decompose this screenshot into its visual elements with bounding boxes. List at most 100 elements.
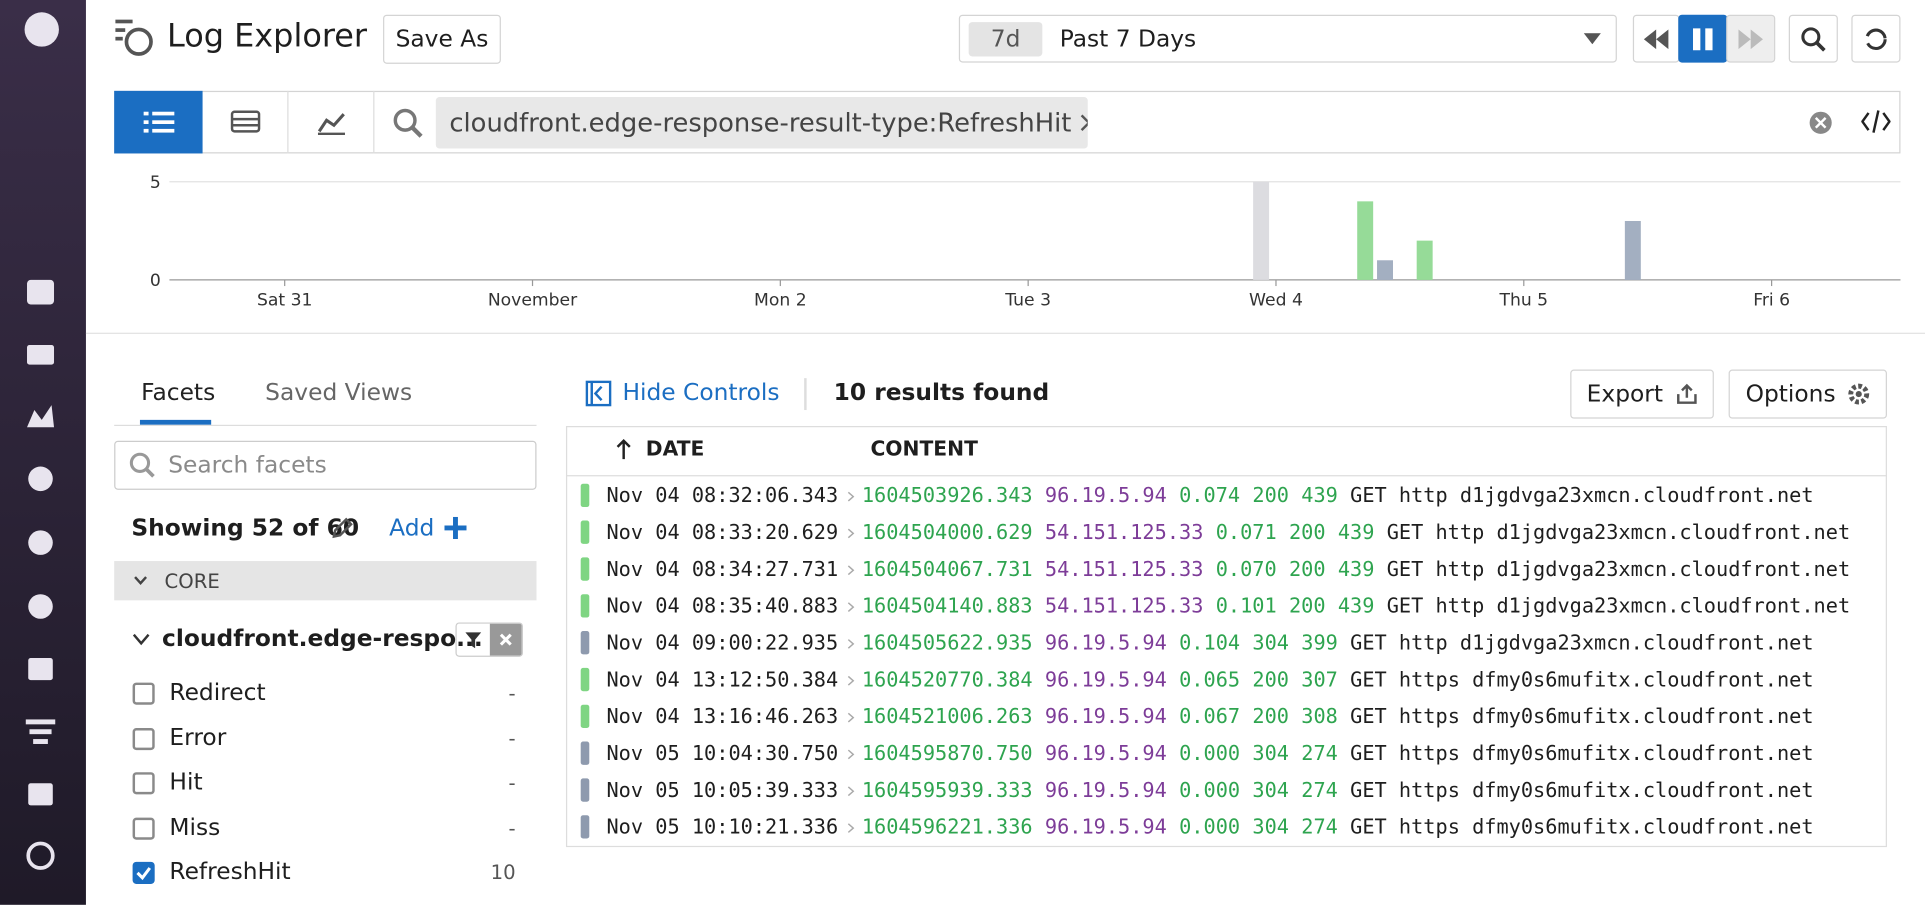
x-tick-label: Fri 6	[1753, 291, 1790, 311]
logo[interactable]	[24, 12, 59, 47]
sort-arrow[interactable]	[615, 438, 632, 460]
column-header[interactable]: CONTENT	[870, 437, 978, 461]
facet-caret[interactable]	[132, 633, 150, 646]
log-row[interactable]: Nov 05 10:10:21.336 1604596221.336 96.19.5…	[566, 809, 1886, 846]
status-indicator	[580, 593, 590, 618]
facet-search[interactable]: Search facets	[114, 440, 537, 490]
hide-controls-icon[interactable]	[585, 380, 612, 407]
checkbox[interactable]	[132, 817, 155, 840]
nav-icon[interactable]	[28, 658, 53, 681]
sidebar	[0, 0, 86, 905]
section-header[interactable]: CORE	[114, 561, 537, 601]
log-row[interactable]: Nov 04 08:32:06.343 1604503926.343 96.19.5…	[566, 476, 1886, 513]
analytics-view-tab[interactable]	[289, 90, 375, 154]
nav-icon[interactable]	[25, 719, 56, 725]
log-content: 1604520770.384 96.19.5.94 0.065 200 307 GET h…	[847, 668, 1886, 691]
log-time-taken: 0.065	[1179, 667, 1241, 692]
log-content: 1604595870.750 96.19.5.94 0.000 304 274 GET h…	[847, 742, 1886, 765]
log-row[interactable]: Nov 04 08:33:20.629 1604504000.629 54.151.…	[566, 513, 1886, 550]
facet-tab[interactable]: Saved Views	[265, 379, 413, 407]
log-content: 1604503926.343 96.19.5.94 0.074 200 439 GET h…	[847, 483, 1886, 506]
checkbox[interactable]	[132, 727, 155, 750]
filter-button[interactable]	[457, 624, 490, 656]
checkbox[interactable]	[132, 862, 155, 885]
nav-icon[interactable]	[28, 594, 53, 619]
options-label: Options	[1745, 380, 1836, 408]
save-as-button[interactable]: Save As	[383, 14, 501, 64]
log-rest: GET https dfmy0s6mufitx.cloudfront.net	[1350, 704, 1814, 729]
log-row[interactable]: Nov 04 08:34:27.731 1604504067.731 54.151.…	[566, 550, 1886, 587]
log-epoch: 1604503926.343	[861, 483, 1033, 507]
nav-icon[interactable]	[26, 841, 55, 870]
section-title: CORE	[164, 569, 220, 593]
log-status: 304	[1252, 741, 1289, 766]
log-status: 200	[1288, 556, 1326, 581]
facet-option[interactable]: Miss	[169, 813, 221, 841]
edit-icon[interactable]	[331, 517, 353, 539]
code-toggle[interactable]	[1861, 108, 1891, 135]
log-time-taken: 0.104	[1179, 630, 1241, 655]
log-row[interactable]: Nov 05 10:04:30.750 1604595870.750 96.19.5…	[566, 735, 1886, 772]
log-date: Nov 04 08:34:27.731	[606, 556, 839, 581]
add-icon[interactable]	[444, 516, 467, 539]
nav-icon[interactable]	[27, 344, 55, 365]
facet-option-count: -	[508, 681, 516, 705]
log-date: Nov 04 08:32:06.343	[606, 483, 839, 507]
status-indicator	[580, 556, 590, 581]
log-time-taken: 0.101	[1215, 593, 1277, 618]
log-row[interactable]: Nov 04 08:35:40.883 1604504140.883 54.151.…	[566, 587, 1886, 624]
nav-icon[interactable]	[28, 466, 53, 492]
nav-icon[interactable]	[28, 783, 53, 806]
facet-option[interactable]: RefreshHit	[169, 858, 291, 886]
facet-tab[interactable]: Facets	[141, 379, 216, 407]
nav-icon[interactable]	[28, 530, 53, 555]
pause-button[interactable]	[1678, 14, 1728, 63]
column-header[interactable]: DATE	[645, 437, 705, 461]
y-tick-label: 0	[150, 271, 161, 291]
nav-icon[interactable]	[29, 729, 52, 735]
log-row[interactable]: Nov 05 10:05:39.333 1604595939.333 96.19.5…	[566, 772, 1886, 809]
chip-remove[interactable]	[1080, 114, 1088, 132]
log-ip: 96.19.5.94	[1044, 483, 1167, 507]
facet-option[interactable]: Error	[169, 723, 227, 751]
options-button[interactable]: Options	[1728, 369, 1887, 419]
log-row[interactable]: Nov 04 13:12:50.384 1604520770.384 96.19.5…	[566, 661, 1886, 698]
facet-option[interactable]: Redirect	[169, 678, 266, 706]
nav-icon[interactable]	[27, 279, 55, 305]
facet-option[interactable]: Hit	[169, 768, 203, 796]
nav-icon[interactable]	[27, 405, 55, 428]
export-button[interactable]: Export	[1570, 369, 1714, 419]
query-text: cloudfront.edge-response-result-type:Ref…	[449, 108, 1072, 138]
clear-search[interactable]	[1808, 110, 1833, 135]
log-date: Nov 04 09:00:22.935	[606, 630, 839, 655]
log-rest: GET http d1jgdvga23xmcn.cloudfront.net	[1386, 520, 1851, 544]
facet-actions	[455, 622, 524, 657]
log-ip: 96.19.5.94	[1044, 741, 1167, 766]
checkbox[interactable]	[132, 682, 155, 705]
log-bytes: 307	[1301, 667, 1338, 692]
log-bytes: 274	[1301, 778, 1338, 803]
add-facet[interactable]: Add	[389, 514, 435, 542]
log-ip: 96.19.5.94	[1044, 815, 1167, 839]
rewind-button[interactable]	[1632, 14, 1680, 63]
log-row[interactable]: Nov 04 13:16:46.263 1604521006.263 96.19.5…	[566, 698, 1886, 735]
status-indicator	[580, 778, 590, 803]
log-ip: 54.151.125.33	[1044, 556, 1204, 581]
remove-button[interactable]	[489, 623, 522, 656]
log-ip: 96.19.5.94	[1044, 778, 1167, 803]
zoom-button[interactable]	[1788, 14, 1838, 63]
list-view-tab[interactable]	[114, 90, 203, 154]
log-status: 200	[1288, 520, 1326, 544]
time-range: Past 7 Days	[1059, 25, 1197, 53]
time-picker[interactable]: 7d Past 7 Days	[958, 14, 1617, 63]
log-row[interactable]: Nov 04 09:00:22.935 1604505622.935 96.19.5…	[566, 624, 1886, 661]
nav-icon[interactable]	[33, 739, 48, 744]
checkbox[interactable]	[132, 772, 155, 795]
refresh-button[interactable]	[1851, 14, 1901, 63]
query-chip[interactable]: cloudfront.edge-response-result-type:Ref…	[435, 96, 1088, 149]
pattern-view-tab[interactable]	[203, 90, 289, 154]
hide-controls[interactable]: Hide Controls	[622, 379, 780, 407]
forward-button[interactable]	[1726, 14, 1776, 63]
